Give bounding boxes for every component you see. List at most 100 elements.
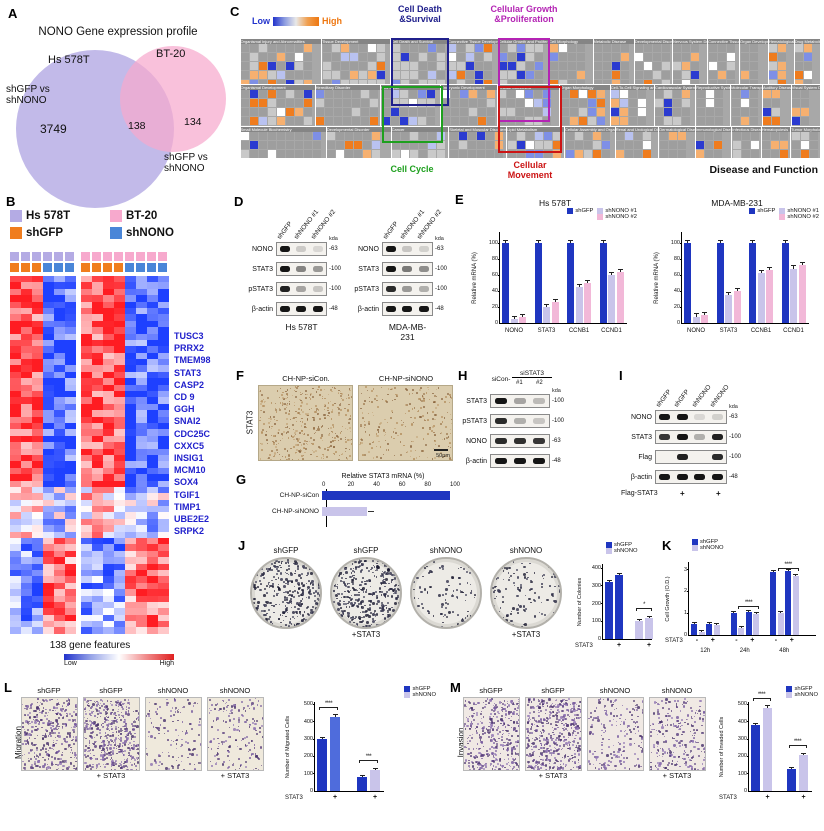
stained-cell-dot <box>318 414 320 416</box>
stained-cell-dot <box>422 415 425 418</box>
stained-cell-dot <box>292 590 295 593</box>
treemap-cell <box>664 117 673 125</box>
stained-cell-dot <box>88 727 92 730</box>
stained-cell-dot <box>113 739 117 742</box>
legend-swatch <box>567 208 574 214</box>
cellline-header-cell <box>125 252 134 261</box>
heatmap-cell <box>10 601 21 609</box>
stained-cell-dot <box>89 707 92 710</box>
stained-cell-dot <box>133 720 136 723</box>
treatment-header-cell <box>43 263 52 272</box>
treemap-cell <box>427 44 436 52</box>
stained-cell-dot <box>277 432 280 435</box>
treemap-block: Auditory Disease <box>762 84 791 126</box>
stained-cell-dot <box>252 582 255 585</box>
stained-cell-dot <box>58 704 60 706</box>
heatmap-cell <box>92 576 103 583</box>
treemap-block: Cell-To-Cell Signaling and Interaction <box>610 84 654 126</box>
stained-cell-dot <box>57 734 59 737</box>
heatmap-cell <box>158 518 169 526</box>
treemap-cell <box>791 132 800 140</box>
treemap-block-grid <box>635 44 672 84</box>
heatmap-cell <box>10 538 21 545</box>
stained-cell-dot <box>86 727 89 730</box>
stained-cell-dot <box>359 611 362 614</box>
treemap-cell <box>441 108 450 116</box>
heatmap-cell <box>10 531 21 539</box>
stained-cell-dot <box>386 572 389 575</box>
heatmap-cell <box>54 461 65 468</box>
treemap-footer: Disease and Function <box>709 164 818 176</box>
heatmap-cell <box>136 557 147 564</box>
treemap-cell <box>708 71 717 79</box>
treemap-cell <box>749 53 758 61</box>
stained-cell-dot <box>259 579 262 582</box>
stained-cell-dot <box>120 715 122 717</box>
transwell-unit: shGFP + STAT3 <box>82 686 140 780</box>
stained-cell-dot <box>554 600 557 603</box>
heatmap-cell <box>136 538 147 545</box>
stained-cell-dot <box>358 616 361 619</box>
heatmap-cell <box>81 320 92 328</box>
stained-cell-dot <box>278 603 281 606</box>
stained-cell-dot <box>62 716 65 718</box>
heatmap-cell <box>43 301 54 308</box>
stained-cell-dot <box>83 730 87 734</box>
stained-cell-dot <box>295 562 298 565</box>
stained-cell-dot <box>110 739 112 741</box>
stained-cell-dot <box>274 452 277 455</box>
heatmap-row <box>10 359 174 366</box>
treemap-cell <box>449 132 458 140</box>
stained-cell-dot <box>420 621 424 624</box>
stained-cell-dot <box>369 585 371 588</box>
stained-cell-dot <box>399 582 400 584</box>
heatmap-cell <box>21 320 32 328</box>
treemap-cell <box>795 71 804 79</box>
heatmap-cell <box>136 378 147 385</box>
treemap-cell <box>612 62 621 70</box>
treemap-cell <box>367 71 376 79</box>
stained-cell-dot <box>324 404 327 407</box>
stained-cell-dot <box>294 625 296 627</box>
stained-cell-dot <box>27 769 30 770</box>
stained-cell-dot <box>393 454 396 456</box>
treemap-cell <box>731 108 740 116</box>
treemap-block: Tumor Morphology <box>791 126 820 158</box>
treemap-cell <box>367 53 376 61</box>
stained-cell-dot <box>459 589 462 592</box>
stained-cell-dot <box>308 408 310 411</box>
stained-cell-dot <box>272 564 276 568</box>
stained-cell-dot <box>417 626 419 627</box>
stained-cell-dot <box>494 597 496 600</box>
treemap-cell <box>696 117 705 125</box>
heatmap-cell <box>136 410 147 417</box>
stained-cell-dot <box>527 576 530 579</box>
heatmap-cell <box>43 327 54 334</box>
molecular-weight-marker: -48 <box>329 306 338 312</box>
heatmap-cell <box>65 563 76 570</box>
treemap-block-title: Cell Morphology <box>549 38 593 44</box>
stained-cell-dot <box>389 608 391 610</box>
stained-cell-dot <box>103 745 105 747</box>
heatmap-cell <box>103 295 114 302</box>
panel-j-label: J <box>238 538 246 553</box>
treemap-cell <box>762 141 771 149</box>
stained-cell-dot <box>307 596 310 599</box>
heatmap-cell <box>10 282 21 289</box>
stat3-mark: + <box>647 642 652 649</box>
treemap-cell <box>250 132 258 140</box>
treemap-cell <box>408 99 417 107</box>
stained-cell-dot <box>392 614 396 618</box>
treemap-cell <box>682 80 691 84</box>
stained-cell-dot <box>75 705 77 707</box>
stained-cell-dot <box>274 418 276 420</box>
legend-item: shNONO <box>692 545 724 551</box>
treemap-cell <box>370 90 379 98</box>
molecular-weight-marker: -63 <box>552 438 561 444</box>
stained-cell-dot <box>376 428 379 431</box>
stained-cell-dot <box>449 447 452 449</box>
stained-cell-dot <box>106 707 109 710</box>
stained-cell-dot <box>104 721 106 723</box>
stained-cell-dot <box>344 567 347 570</box>
stained-cell-dot <box>364 453 367 456</box>
